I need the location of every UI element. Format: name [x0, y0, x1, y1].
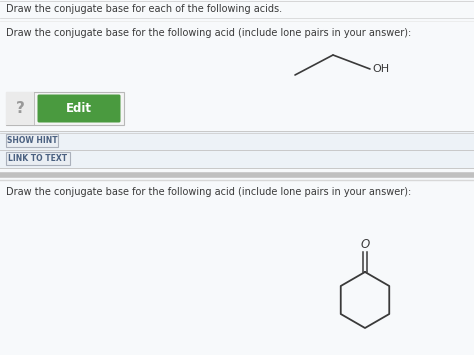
Bar	[6, 92, 124, 125]
Bar	[0, 0, 474, 210]
Bar	[0, 132, 474, 150]
Text: Draw the conjugate base for the following acid (include lone pairs in your answe: Draw the conjugate base for the followin…	[6, 187, 411, 197]
Text: Draw the conjugate base for the following acid (include lone pairs in your answe: Draw the conjugate base for the followin…	[6, 28, 411, 38]
Bar	[0, 182, 474, 355]
Text: Edit: Edit	[66, 102, 92, 115]
Text: Draw the conjugate base for each of the following acids.: Draw the conjugate base for each of the …	[6, 4, 282, 14]
Text: SHOW HINT: SHOW HINT	[7, 136, 57, 145]
Text: ?: ?	[16, 101, 25, 116]
Bar	[6, 92, 34, 125]
FancyBboxPatch shape	[6, 152, 70, 165]
FancyBboxPatch shape	[6, 134, 58, 147]
Text: LINK TO TEXT: LINK TO TEXT	[9, 154, 68, 163]
Text: O: O	[360, 239, 370, 251]
Bar	[0, 150, 474, 168]
Text: OH: OH	[372, 64, 389, 74]
FancyBboxPatch shape	[37, 94, 120, 122]
